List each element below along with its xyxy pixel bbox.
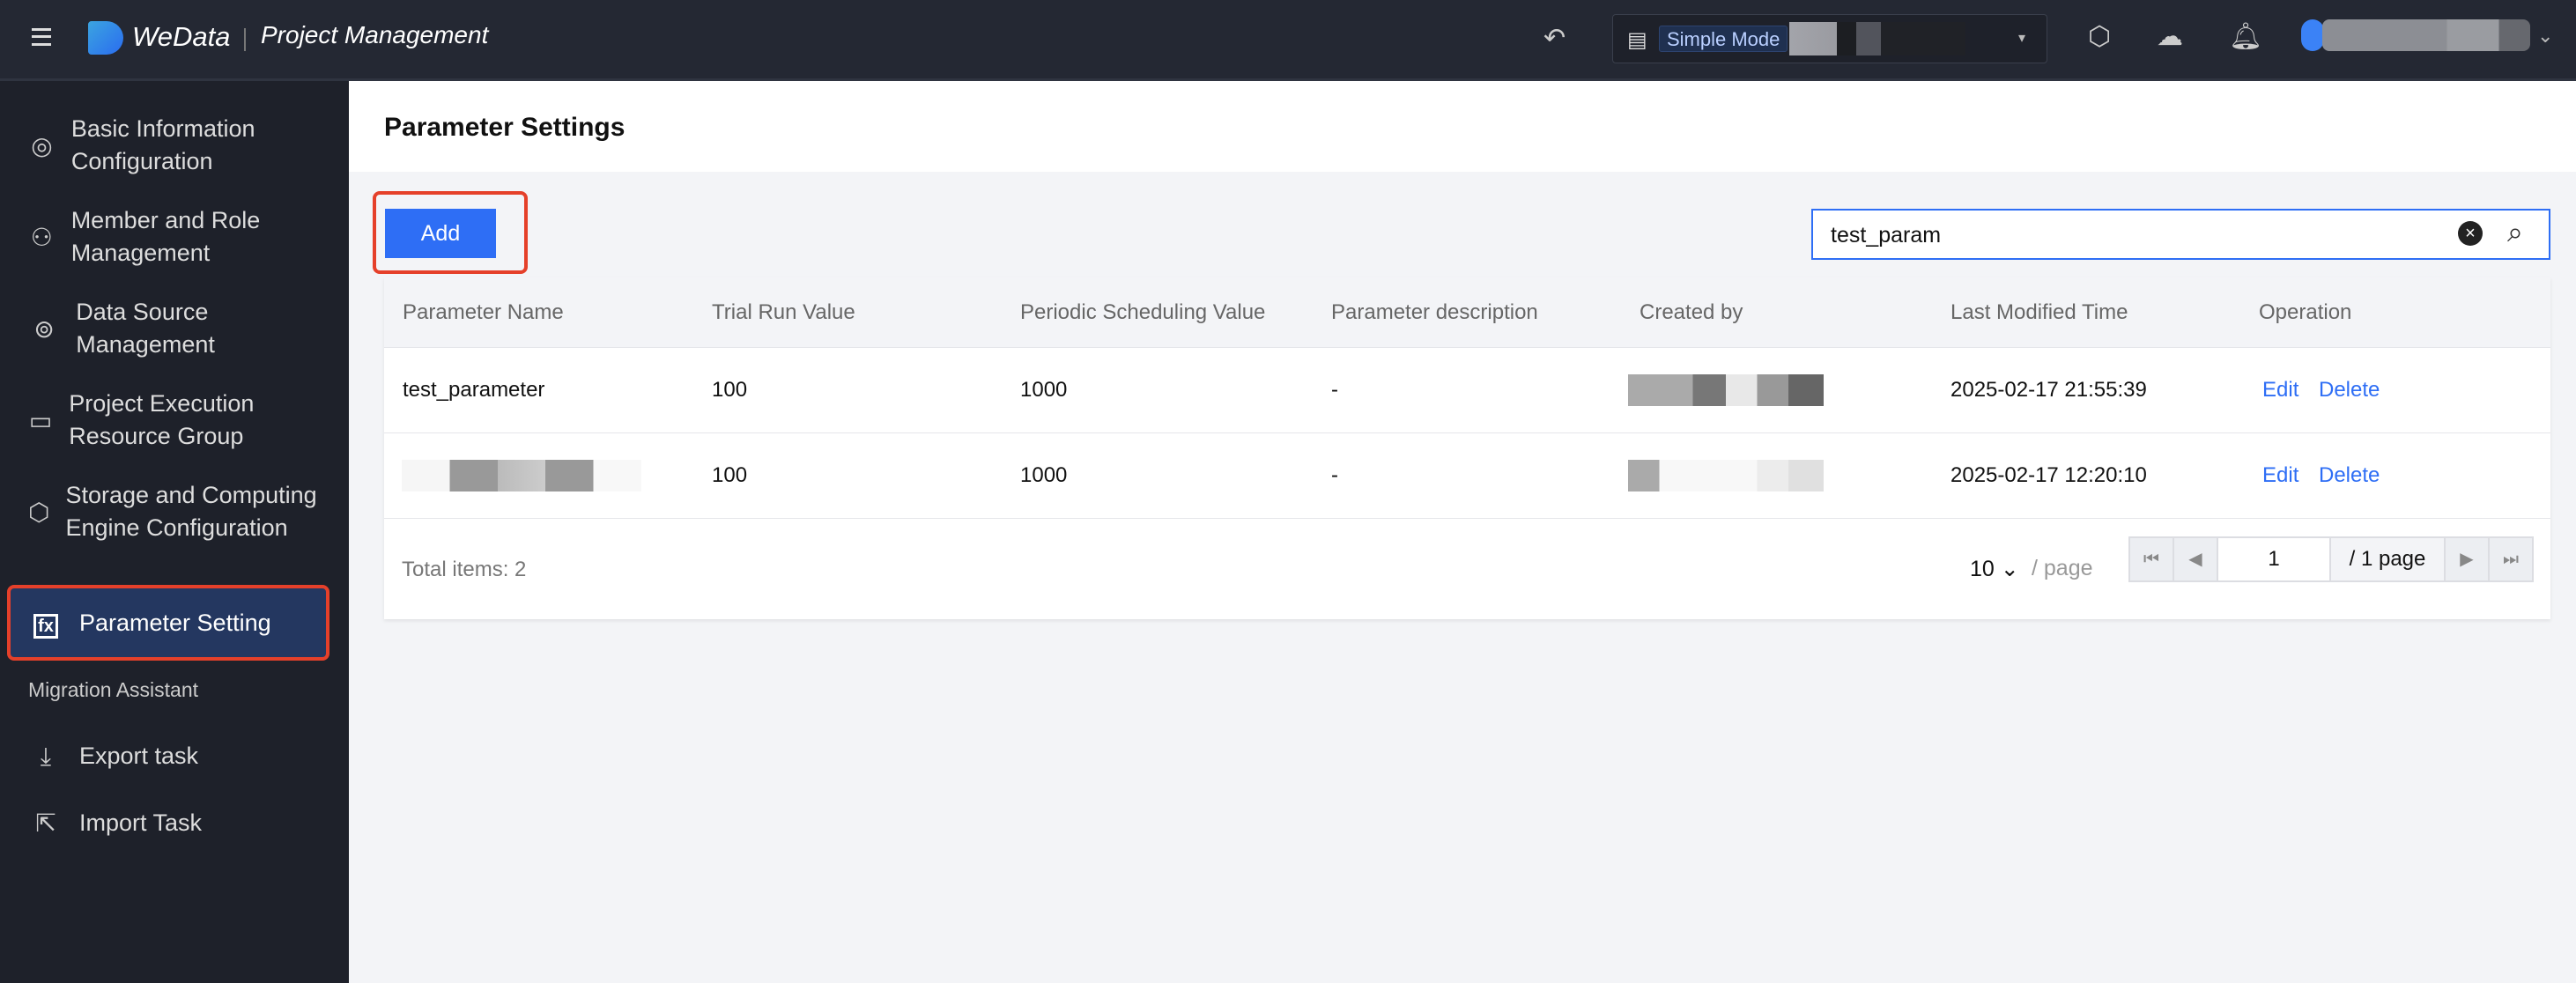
datasource-icon: ⊚ <box>33 314 55 343</box>
chevron-down-icon[interactable]: ⌄ <box>2537 25 2554 47</box>
sidebar-item-basic-info[interactable]: ◎ Basic Information Configuration <box>11 113 328 178</box>
last-modified-time: 2025-02-17 12:20:10 <box>1951 463 2147 487</box>
activity-icon: ◎ <box>31 131 53 159</box>
page-number-input[interactable]: 1 <box>2218 538 2331 580</box>
column-header: Trial Run Value <box>712 299 855 324</box>
page-size-select[interactable]: 10 ⌄ <box>1970 556 2019 582</box>
periodic-value: 1000 <box>1020 463 1068 487</box>
app-title: Project Management <box>261 21 489 48</box>
sidebar-item-label: Export task <box>79 743 199 769</box>
delete-link[interactable]: Delete <box>2319 378 2380 402</box>
sidebar-item-label: Project Execution Resource Group <box>69 390 255 449</box>
sidebar-item-label: Import Task <box>79 809 203 836</box>
table-header: Parameter Name Trial Run Value Periodic … <box>384 277 2550 348</box>
page-size-value: 10 <box>1970 557 1995 581</box>
sidebar-item-label: Basic Information Configuration <box>70 115 255 174</box>
settings-icon[interactable]: ⬡ <box>2088 22 2112 51</box>
sidebar-item-label: Member and Role Management <box>70 207 261 266</box>
search-value[interactable]: test_param <box>1831 223 1942 248</box>
parameter-description: - <box>1331 378 1338 402</box>
sidebar-item-label: Data Source Management <box>76 299 215 358</box>
next-page-icon[interactable]: ▶ <box>2446 538 2490 580</box>
user-icon: ⚇ <box>30 223 53 251</box>
section-migration-assistant: Migration Assistant <box>28 678 199 701</box>
search-icon[interactable]: ⌕ <box>2507 216 2523 248</box>
sidebar-item-label: Storage and Computing Engine Configurati… <box>65 482 317 541</box>
delete-link[interactable]: Delete <box>2319 463 2380 487</box>
last-modified-time: 2025-02-17 21:55:39 <box>1951 378 2147 402</box>
clear-icon[interactable]: × <box>2458 221 2483 246</box>
column-header: Parameter description <box>1331 299 1538 324</box>
created-by-redacted <box>1628 460 1824 492</box>
table-row: test_parameter 100 1000 - 2025-02-17 21:… <box>384 348 2550 433</box>
parameter-table: Parameter Name Trial Run Value Periodic … <box>384 277 2550 619</box>
column-header: Parameter Name <box>403 299 564 324</box>
column-header: Created by <box>1640 299 1743 324</box>
trial-run-value: 100 <box>712 463 748 487</box>
avatar[interactable] <box>2301 19 2324 51</box>
project-selector[interactable]: ▤ Simple Mode ▾ <box>1612 14 2047 63</box>
chevron-down-icon: ⌄ <box>2000 557 2019 581</box>
bell-icon[interactable]: 🔔︎ <box>2229 22 2263 51</box>
sidebar-item-member-role[interactable]: ⚇ Member and Role Management <box>11 204 328 270</box>
fx-icon: fx <box>28 607 63 639</box>
brand-name: WeData <box>132 21 231 52</box>
periodic-value: 1000 <box>1020 378 1068 402</box>
add-button[interactable]: Add <box>385 209 496 258</box>
sidebar-item-import-task[interactable]: ⇱ Import Task <box>11 807 328 839</box>
trial-run-value: 100 <box>712 378 748 402</box>
column-header: Last Modified Time <box>1951 299 2128 324</box>
prev-page-icon[interactable]: ◀ <box>2174 538 2218 580</box>
first-page-icon[interactable]: ⏮ <box>2130 538 2174 580</box>
page-title: Parameter Settings <box>384 113 625 142</box>
total-items: Total items: 2 <box>402 558 527 581</box>
last-page-icon[interactable]: ⏭ <box>2503 550 2519 569</box>
cube-icon: ⬡ <box>28 498 50 526</box>
export-icon: ⤓ <box>40 743 52 770</box>
wedata-logo <box>88 21 123 55</box>
highlight-box <box>373 191 528 274</box>
import-icon: ⇱ <box>35 809 56 837</box>
per-page-label: / page <box>2032 556 2093 580</box>
page-header: Parameter Settings <box>349 81 2576 172</box>
parameter-description: - <box>1331 463 1338 487</box>
sidebar-item-label: Parameter Setting <box>79 609 271 636</box>
chevron-down-icon: ▾ <box>2018 31 2026 46</box>
mode-badge: Simple Mode <box>1659 26 1788 52</box>
sidebar-item-export-task[interactable]: ⤓ Export task <box>11 740 328 772</box>
column-header: Operation <box>2259 299 2352 324</box>
created-by-redacted <box>1628 374 1824 406</box>
folder-icon: ▤ <box>1627 28 1647 52</box>
user-name-redacted[interactable] <box>2322 19 2530 51</box>
column-header: Periodic Scheduling Value <box>1020 299 1266 324</box>
project-name-redacted <box>1789 22 1965 55</box>
divider <box>244 28 246 51</box>
sidebar-item-parameter-setting[interactable]: fx Parameter Setting <box>7 585 329 661</box>
top-bar: WeData Project Management ↶ ▤ Simple Mod… <box>0 0 2576 81</box>
folder-icon: ▭ <box>28 406 53 434</box>
edit-link[interactable]: Edit <box>2262 378 2299 402</box>
edit-link[interactable]: Edit <box>2262 463 2299 487</box>
undo-icon[interactable]: ↶ <box>1543 24 1566 53</box>
pager: ⏮ ◀ 1 / 1 page ▶ ⏭ <box>2128 536 2534 582</box>
menu-icon[interactable] <box>32 28 51 46</box>
table-row: 100 1000 - 2025-02-17 12:20:10 Edit Dele… <box>384 433 2550 519</box>
total-pages: / 1 page <box>2331 538 2446 580</box>
cloud-icon[interactable]: ☁ <box>2157 22 2183 51</box>
pagination: Total items: 2 10 ⌄ / page ⏮ ◀ 1 / 1 pag… <box>384 519 2550 619</box>
parameter-name-redacted <box>402 460 641 492</box>
sidebar-item-data-source[interactable]: ⊚ Data Source Management <box>11 296 328 361</box>
sidebar: ◎ Basic Information Configuration ⚇ Member… <box>0 81 349 983</box>
sidebar-item-resource-group[interactable]: ▭ Project Execution Resource Group <box>11 388 328 453</box>
search-input[interactable]: test_param × ⌕ <box>1811 209 2550 260</box>
parameter-name: test_parameter <box>403 378 545 402</box>
sidebar-item-storage-engine[interactable]: ⬡ Storage and Computing Engine Configurat… <box>11 479 328 544</box>
